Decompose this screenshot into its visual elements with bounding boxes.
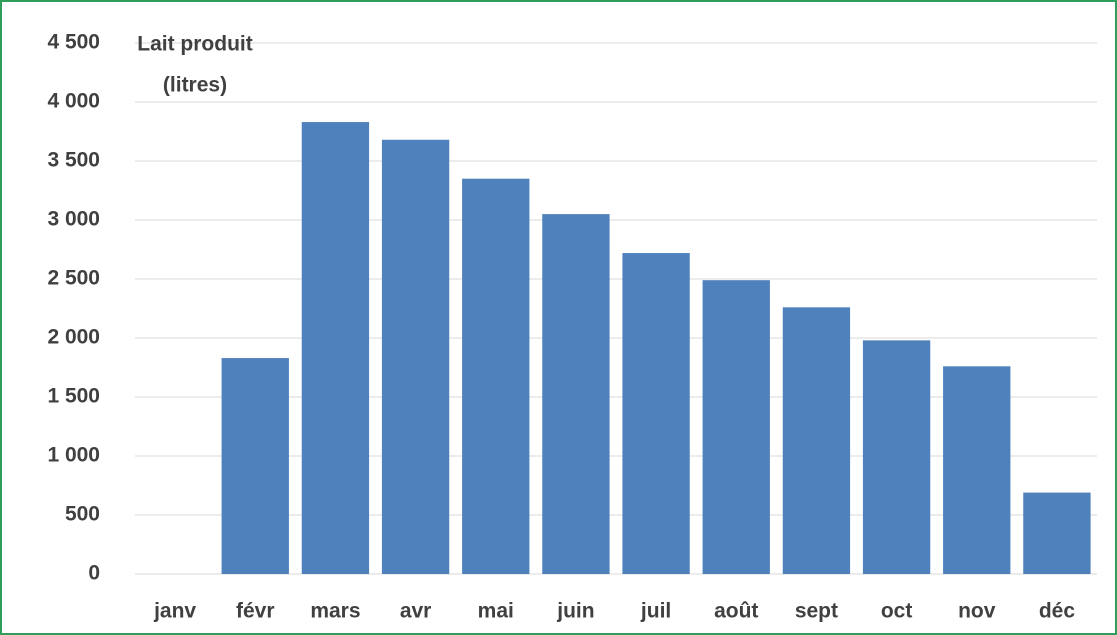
y-tick-label: 1 500 <box>47 385 100 408</box>
bar <box>542 214 610 574</box>
bar <box>462 178 530 574</box>
x-tick-label: août <box>714 600 758 623</box>
x-tick-label: avr <box>400 600 432 623</box>
y-tick-label: 500 <box>65 503 100 526</box>
bar <box>782 307 851 574</box>
y-tick-label: 0 <box>88 562 100 585</box>
y-tick-label: 4 500 <box>47 31 100 54</box>
y-tick-label: 4 000 <box>47 90 100 113</box>
y-axis-label: Lait produit <box>137 33 252 56</box>
bar <box>622 253 690 575</box>
x-tick-label: juil <box>640 600 671 623</box>
bar <box>1023 492 1091 574</box>
y-axis-label: (litres) <box>163 74 227 97</box>
y-tick-label: 2 000 <box>47 326 100 349</box>
y-tick-label: 2 500 <box>47 267 100 290</box>
y-tick-label: 3 000 <box>47 208 100 231</box>
x-tick-label: mars <box>310 600 360 623</box>
bar <box>702 280 770 574</box>
x-tick-label: oct <box>881 600 913 623</box>
x-tick-label: mai <box>478 600 514 623</box>
x-tick-label: nov <box>958 600 996 623</box>
x-tick-label: sept <box>795 600 838 623</box>
x-tick-label: déc <box>1039 600 1076 623</box>
x-tick-label: janv <box>153 600 196 623</box>
bar <box>301 122 370 574</box>
x-tick-label: juin <box>556 600 594 623</box>
bar <box>862 340 931 574</box>
y-tick-label: 3 500 <box>47 149 100 172</box>
x-tick-label: févr <box>236 600 275 623</box>
y-tick-label: 1 000 <box>47 444 100 467</box>
bar <box>381 139 450 574</box>
bar <box>221 358 289 574</box>
bar <box>943 366 1011 574</box>
